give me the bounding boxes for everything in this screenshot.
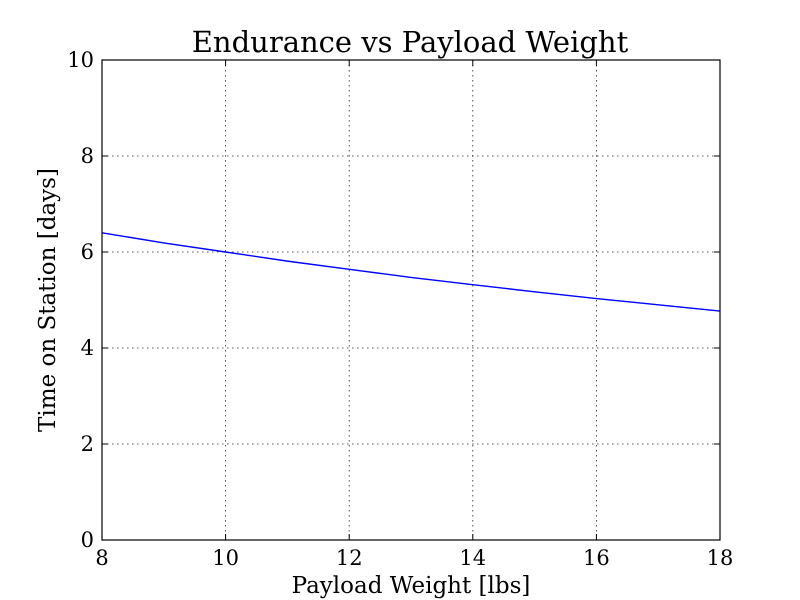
y-tick-label: 8 (81, 144, 94, 168)
y-tick-label: 0 (81, 528, 94, 552)
y-tick-label: 2 (81, 432, 94, 456)
y-tick-label: 4 (81, 336, 94, 360)
y-axis-label: Time on Station [days] (35, 168, 61, 432)
y-tick-label: 6 (81, 240, 94, 264)
x-tick-label: 10 (212, 546, 239, 570)
series-line (101, 232, 721, 312)
x-tick-label: 18 (707, 546, 734, 570)
series-layer (101, 232, 721, 312)
x-tick-label: 16 (583, 546, 610, 570)
x-tick-label: 14 (459, 546, 486, 570)
chart-title: Endurance vs Payload Weight (192, 25, 629, 59)
x-tick-label: 12 (336, 546, 363, 570)
grid (102, 60, 720, 540)
plot-frame (101, 59, 721, 541)
x-axis-label: Payload Weight [lbs] (292, 573, 531, 599)
ticks: 8 10 12 14 16 18 0 2 4 6 8 10 (67, 48, 733, 570)
x-tick-label: 8 (95, 546, 108, 570)
y-tick-label: 10 (67, 48, 94, 72)
